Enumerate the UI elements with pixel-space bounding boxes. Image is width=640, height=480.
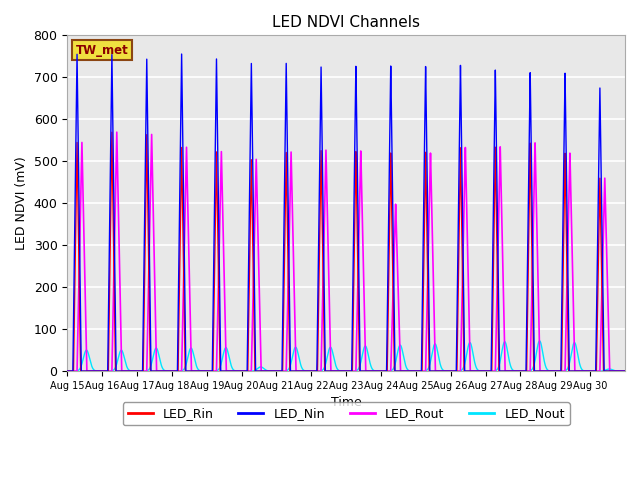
Line: LED_Nin: LED_Nin [67,54,625,371]
LED_Nin [507,368,515,374]
Line: LED_Rin: LED_Rin [67,132,625,371]
LED_Rin [477,368,484,374]
LED_Nout [621,368,629,374]
LED_Nout [394,351,401,357]
LED_Rin [507,368,515,374]
X-axis label: Time: Time [331,396,362,409]
LED_Rout [63,368,71,374]
LED_Nin [178,51,186,57]
LED_Rin [92,368,99,374]
LED_Nout [418,368,426,374]
Text: TW_met: TW_met [76,44,129,57]
Y-axis label: LED NDVI (mV): LED NDVI (mV) [15,156,28,250]
LED_Rout [92,368,99,374]
LED_Rout [477,368,484,374]
LED_Rin [108,130,116,135]
LED_Nout [92,368,99,373]
LED_Nout [63,368,71,374]
LED_Rin [266,368,273,374]
LED_Rout [266,368,273,374]
LED_Nin [418,349,426,355]
LED_Rin [621,368,629,374]
LED_Nout [477,368,484,374]
LED_Nin [266,368,273,374]
Legend: LED_Rin, LED_Nin, LED_Rout, LED_Nout: LED_Rin, LED_Nin, LED_Rout, LED_Nout [122,402,570,425]
LED_Rout [394,259,401,265]
Line: LED_Rout: LED_Rout [67,132,625,371]
LED_Rin [394,368,401,374]
LED_Nout [266,368,273,374]
LED_Rout [418,368,426,374]
LED_Nout [536,338,543,344]
LED_Rout [113,129,120,135]
LED_Nin [621,368,629,374]
LED_Rout [621,368,629,374]
Line: LED_Nout: LED_Nout [67,341,625,371]
LED_Nout [507,363,515,369]
Title: LED NDVI Channels: LED NDVI Channels [272,15,420,30]
LED_Rin [418,368,426,374]
LED_Rin [63,368,71,374]
LED_Nin [394,368,401,374]
LED_Nin [477,368,484,374]
LED_Nin [92,368,99,374]
LED_Nin [63,368,71,374]
LED_Rout [507,368,515,374]
